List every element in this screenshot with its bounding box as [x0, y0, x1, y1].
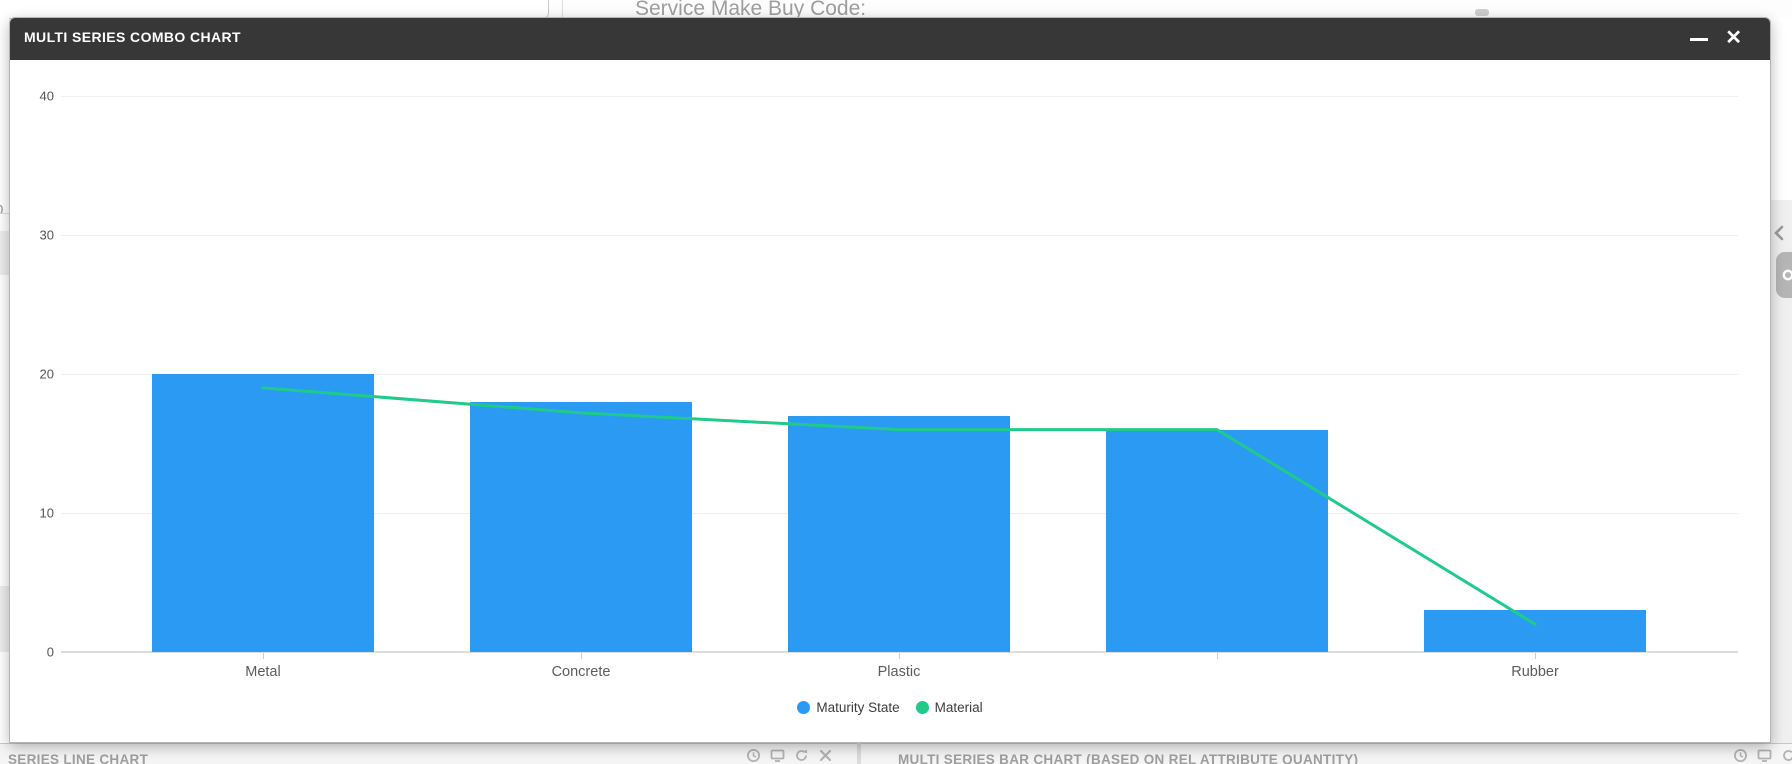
legend-label: Maturity State	[816, 700, 900, 715]
service-make-buy-label: Service Make Buy Code:	[635, 0, 867, 20]
gridline	[61, 374, 1738, 375]
close-icon[interactable]	[818, 748, 833, 763]
x-axis-tick	[899, 653, 900, 659]
x-axis-label: Metal	[245, 664, 281, 680]
panel-title: MULTI SERIES BAR CHART (BASED ON REL ATT…	[898, 752, 1359, 764]
monitor-icon[interactable]	[770, 748, 785, 763]
legend-dot-icon	[797, 701, 811, 714]
panel-toolbar	[746, 748, 833, 763]
y-axis-label: 40	[39, 88, 54, 104]
gridline	[61, 235, 1738, 236]
panel-title: SERIES LINE CHART	[8, 752, 149, 764]
refresh-icon[interactable]	[1781, 748, 1792, 763]
y-axis-label: 0	[46, 644, 54, 660]
settings-button[interactable]	[1776, 252, 1792, 298]
y-axis-label: 30	[39, 227, 54, 243]
x-axis-line	[61, 651, 1738, 653]
legend-dot-icon	[915, 701, 929, 714]
x-axis-label: Plastic	[877, 664, 921, 680]
scrollbar-thumb[interactable]	[1475, 9, 1489, 16]
y-axis-label: 20	[39, 366, 54, 382]
gear-icon	[1782, 269, 1792, 281]
background-divider	[562, 0, 563, 17]
monitor-icon[interactable]	[1757, 748, 1772, 763]
background-right-edge	[1771, 17, 1792, 743]
clipped-panel	[0, 231, 9, 275]
clipped-gridline	[0, 213, 9, 214]
x-axis-label: Rubber	[1511, 664, 1559, 680]
bar-unlabeled[interactable]	[1106, 429, 1328, 652]
minimize-button[interactable]	[1690, 38, 1708, 41]
panel-toolbar	[1733, 748, 1792, 763]
background-left-edge: 0	[0, 17, 9, 743]
refresh-icon[interactable]	[794, 748, 809, 763]
background-top-strip: Service Make Buy Code:	[0, 0, 1792, 20]
close-button[interactable]: ✕	[1725, 27, 1742, 49]
background-bottom-strip: SERIES LINE CHART MULTI SERIES BAR CHART…	[0, 743, 1792, 764]
clock-icon[interactable]	[746, 748, 761, 763]
x-axis-tick	[1535, 653, 1536, 659]
bar-Metal[interactable]	[152, 374, 374, 652]
clipped-axis-label: 0	[0, 202, 3, 217]
modal-title: MULTI SERIES COMBO CHART	[24, 29, 242, 45]
legend-item-material[interactable]: Material	[915, 700, 983, 715]
combo-chart-plot: 40 30 20 10 0 Metal Concrete Plastic Rubber	[40, 89, 1738, 680]
x-axis-tick	[263, 653, 264, 659]
x-axis-tick	[1217, 653, 1218, 659]
combo-chart-modal: MULTI SERIES COMBO CHART ✕ 40 30 20 10 0 Meta…	[9, 17, 1771, 743]
x-axis-tick	[581, 653, 582, 659]
panel-series-line-chart: SERIES LINE CHART	[0, 743, 857, 764]
background-panel	[1771, 200, 1792, 743]
chevron-left-icon[interactable]	[1772, 225, 1788, 241]
bar-Concrete[interactable]	[470, 401, 692, 652]
clipped-panel	[0, 586, 9, 652]
x-axis-label: Concrete	[551, 664, 611, 680]
modal-header[interactable]: MULTI SERIES COMBO CHART ✕	[10, 18, 1770, 60]
gridline	[61, 96, 1738, 97]
y-axis-label: 10	[39, 505, 54, 521]
legend-label: Material	[934, 700, 983, 715]
chart-legend: Maturity State Material	[10, 700, 1770, 715]
panel-multi-series-bar-chart: MULTI SERIES BAR CHART (BASED ON REL ATT…	[861, 743, 1792, 764]
legend-item-maturity-state[interactable]: Maturity State	[797, 700, 900, 715]
clock-icon[interactable]	[1733, 748, 1748, 763]
bar-Rubber[interactable]	[1424, 610, 1646, 652]
bar-Plastic[interactable]	[788, 415, 1010, 652]
